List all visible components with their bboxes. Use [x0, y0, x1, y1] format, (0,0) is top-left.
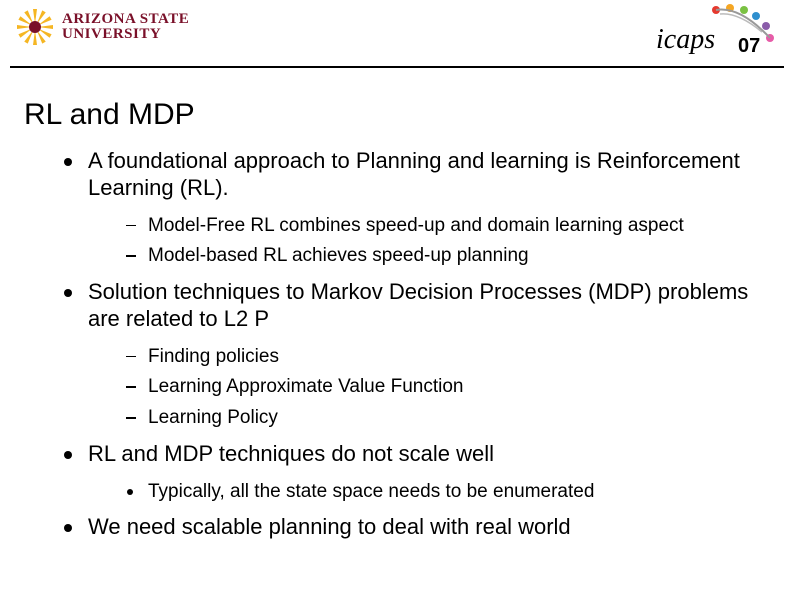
header-rule — [10, 66, 784, 68]
bullet-text: RL and MDP techniques do not scale well — [88, 441, 494, 466]
sub-bullet-item: Typically, all the state space needs to … — [126, 480, 754, 505]
sunburst-icon — [14, 6, 56, 48]
sub-bullet-item: Finding policies — [126, 345, 754, 370]
svg-text:icaps: icaps — [656, 24, 715, 55]
slide-content: A foundational approach to Planning and … — [0, 148, 794, 541]
bullet-list: A foundational approach to Planning and … — [64, 148, 754, 541]
bullet-item: Solution techniques to Markov Decision P… — [64, 279, 754, 431]
sub-bullet-list: Typically, all the state space needs to … — [126, 480, 754, 505]
asu-line2: UNIVERSITY — [62, 27, 189, 42]
sub-bullet-list: Model-Free RL combines speed-up and doma… — [126, 214, 754, 269]
sub-bullet-item: Learning Approximate Value Function — [126, 375, 754, 400]
asu-text: ARIZONA STATE UNIVERSITY — [62, 12, 189, 42]
bullet-text: Solution techniques to Markov Decision P… — [88, 279, 748, 331]
sub-bullet-item: Learning Policy — [126, 406, 754, 431]
icaps-logo: icaps 07 — [650, 2, 780, 67]
slide-title: RL and MDP — [0, 68, 794, 148]
sub-bullet-list: Finding policies Learning Approximate Val… — [126, 345, 754, 431]
bullet-item: RL and MDP techniques do not scale well T… — [64, 441, 754, 505]
sub-bullet-item: Model-Free RL combines speed-up and doma… — [126, 214, 754, 239]
bullet-text: A foundational approach to Planning and … — [88, 148, 740, 200]
svg-text:07: 07 — [738, 35, 760, 57]
asu-line1: ARIZONA STATE — [62, 12, 189, 27]
bullet-text: We need scalable planning to deal with r… — [88, 514, 571, 539]
bullet-item: We need scalable planning to deal with r… — [64, 514, 754, 541]
bullet-item: A foundational approach to Planning and … — [64, 148, 754, 269]
asu-logo: ARIZONA STATE UNIVERSITY — [14, 6, 189, 48]
sub-bullet-item: Model-based RL achieves speed-up plannin… — [126, 244, 754, 269]
slide-header: ARIZONA STATE UNIVERSITY icaps 07 — [0, 0, 794, 68]
